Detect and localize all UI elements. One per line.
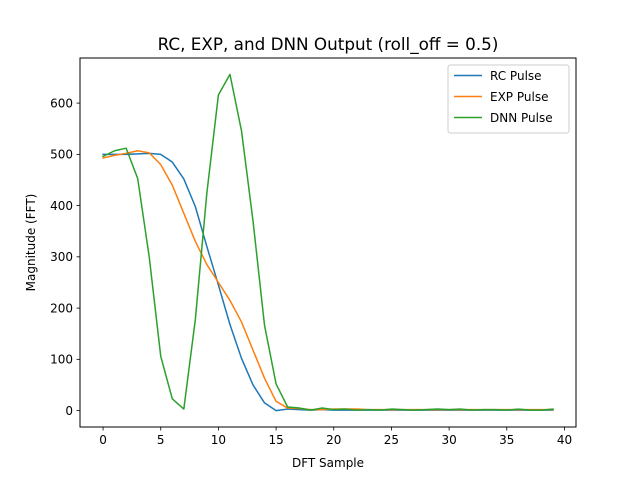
x-tick-label: 25 [384, 433, 399, 447]
x-tick-label: 30 [441, 433, 456, 447]
y-tick-label: 200 [50, 301, 73, 315]
y-tick-label: 100 [50, 353, 73, 367]
series-line-dnn-pulse [102, 73, 554, 411]
y-axis-label: Magnitude (FFT) [24, 194, 38, 292]
legend-box [447, 64, 570, 134]
legend-label-rc-pulse: RC Pulse [490, 69, 542, 83]
y-tick-label: 400 [50, 199, 73, 213]
x-axis: 0 5 10 15 20 25 30 35 40 [99, 427, 572, 447]
legend: RC Pulse EXP Pulse DNN Pulse [447, 64, 570, 134]
x-tick-label: 5 [157, 433, 165, 447]
y-tick-label: 600 [50, 96, 73, 110]
chart-title: RC, EXP, and DNN Output (roll_off = 0.5) [158, 34, 499, 55]
plot-frame [79, 57, 577, 428]
y-axis: 0 100 200 300 400 500 600 [50, 96, 80, 418]
x-tick-label: 10 [211, 433, 226, 447]
x-tick-label: 40 [557, 433, 572, 447]
legend-label-exp-pulse: EXP Pulse [490, 90, 548, 104]
x-tick-label: 35 [499, 433, 514, 447]
y-tick-label: 300 [50, 250, 73, 264]
x-tick-label: 0 [99, 433, 107, 447]
x-axis-label: DFT Sample [292, 456, 364, 470]
x-tick-label: 15 [268, 433, 283, 447]
x-tick-label: 20 [326, 433, 341, 447]
y-tick-label: 500 [50, 148, 73, 162]
y-tick-label: 0 [65, 404, 73, 418]
series-lines [102, 73, 554, 412]
legend-label-dnn-pulse: DNN Pulse [490, 111, 553, 125]
